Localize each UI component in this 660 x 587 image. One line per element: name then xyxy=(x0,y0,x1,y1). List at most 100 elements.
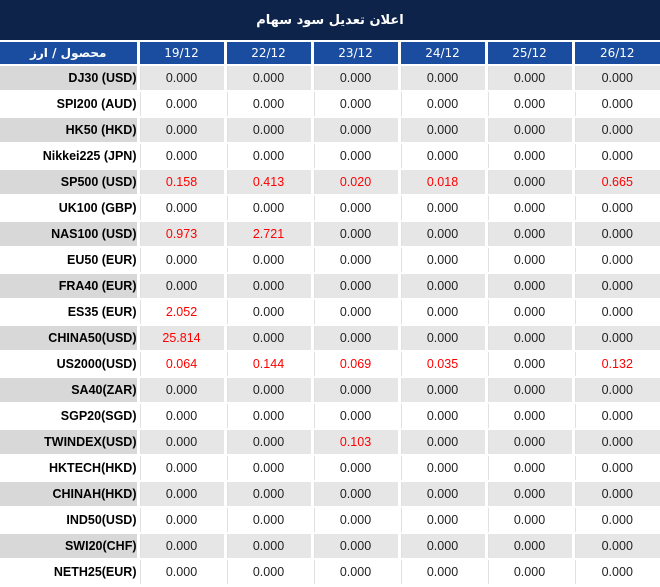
dividend-value: 0.413 xyxy=(223,169,312,196)
dividend-value: 0.000 xyxy=(571,559,660,586)
dividend-value: 0.000 xyxy=(484,351,573,378)
dividend-value: 0.000 xyxy=(223,429,312,456)
dividend-value: 0.000 xyxy=(571,221,660,248)
column-header-date-3: 23/12 xyxy=(310,42,399,66)
table-row: SWI20(CHF) 0.000 0.000 0.000 0.000 0.000 0.000 xyxy=(0,533,660,560)
dividend-value: 0.000 xyxy=(571,507,660,534)
dividend-value: 0.000 xyxy=(484,117,573,144)
dividend-value: 0.000 xyxy=(571,143,660,170)
dividend-value: 0.973 xyxy=(136,221,225,248)
dividend-value: 0.000 xyxy=(310,507,399,534)
dividend-value: 0.000 xyxy=(397,299,486,326)
dividend-value: 0.000 xyxy=(136,481,225,508)
dividend-value: 0.000 xyxy=(484,299,573,326)
column-header-date-5: 25/12 xyxy=(484,42,573,66)
dividend-value: 0.000 xyxy=(136,65,225,92)
dividend-value: 0.132 xyxy=(571,351,660,378)
dividend-value: 0.000 xyxy=(136,455,225,482)
dividend-value: 0.000 xyxy=(484,65,573,92)
dividend-value: 0.000 xyxy=(310,559,399,586)
instrument-label: CHINAH(HKD) xyxy=(0,481,138,508)
dividend-value: 0.035 xyxy=(397,351,486,378)
dividend-value: 0.000 xyxy=(310,143,399,170)
dividend-value: 0.000 xyxy=(310,325,399,352)
table-row: UK100 (GBP) 0.000 0.000 0.000 0.000 0.000 0.00… xyxy=(0,195,660,222)
instrument-label: NAS100 (USD) xyxy=(0,221,138,248)
dividend-value: 0.000 xyxy=(136,533,225,560)
column-header-date-4: 24/12 xyxy=(397,42,486,66)
dividend-value: 0.000 xyxy=(397,65,486,92)
table-row: SA40(ZAR) 0.000 0.000 0.000 0.000 0.000 0.000 xyxy=(0,377,660,404)
dividend-value: 0.000 xyxy=(223,455,312,482)
dividend-value: 0.018 xyxy=(397,169,486,196)
dividend-value: 0.000 xyxy=(397,507,486,534)
dividend-value: 0.000 xyxy=(136,143,225,170)
column-header-product-currency: محصول / ارز xyxy=(0,42,138,66)
dividend-value: 0.000 xyxy=(136,507,225,534)
dividend-value: 0.000 xyxy=(223,117,312,144)
table-row: SPI200 (AUD) 0.000 0.000 0.000 0.000 0.000 0.0… xyxy=(0,91,660,118)
page-title: اعلان تعديل سود سهام xyxy=(0,0,660,42)
dividend-value: 0.000 xyxy=(223,403,312,430)
dividend-value: 0.000 xyxy=(136,117,225,144)
dividend-value: 0.000 xyxy=(136,195,225,222)
instrument-label: UK100 (GBP) xyxy=(0,195,138,222)
dividend-value: 0.000 xyxy=(397,533,486,560)
dividend-value: 0.000 xyxy=(397,273,486,300)
table-row: CHINA50(USD) 25.814 0.000 0.000 0.000 0.000 0.… xyxy=(0,325,660,352)
instrument-label: SP500 (USD) xyxy=(0,169,138,196)
instrument-label: HK50 (HKD) xyxy=(0,117,138,144)
dividend-value: 0.000 xyxy=(310,481,399,508)
column-header-date-2: 22/12 xyxy=(223,42,312,66)
instrument-label: CHINA50(USD) xyxy=(0,325,138,352)
dividend-value: 0.665 xyxy=(571,169,660,196)
instrument-label: IND50(USD) xyxy=(0,507,138,534)
dividend-value: 0.000 xyxy=(310,377,399,404)
dividend-value: 0.000 xyxy=(397,247,486,274)
instrument-label: DJ30 (USD) xyxy=(0,65,138,92)
dividend-value: 0.000 xyxy=(310,195,399,222)
table-header-row: محصول / ارز 19/12 22/12 23/12 24/12 25/1… xyxy=(0,42,660,66)
dividend-value: 0.000 xyxy=(223,273,312,300)
instrument-label: Nikkei225 (JPN) xyxy=(0,143,138,170)
table-row: Nikkei225 (JPN) 0.000 0.000 0.000 0.000 0.000… xyxy=(0,143,660,170)
instrument-label: TWINDEX(USD) xyxy=(0,429,138,456)
dividend-value: 0.000 xyxy=(310,299,399,326)
dividend-value: 0.000 xyxy=(484,169,573,196)
dividend-value: 0.103 xyxy=(310,429,399,456)
dividend-value: 0.000 xyxy=(136,91,225,118)
table-row: SP500 (USD) 0.158 0.413 0.020 0.018 0.000 0.66… xyxy=(0,169,660,196)
dividend-value: 0.000 xyxy=(397,377,486,404)
dividend-value: 0.000 xyxy=(310,455,399,482)
dividend-value: 0.000 xyxy=(484,481,573,508)
dividend-value: 0.000 xyxy=(223,65,312,92)
dividend-value: 0.000 xyxy=(571,299,660,326)
dividend-value: 0.000 xyxy=(136,403,225,430)
dividend-value: 0.000 xyxy=(397,195,486,222)
dividend-value: 0.000 xyxy=(223,299,312,326)
dividend-value: 0.000 xyxy=(571,273,660,300)
dividend-value: 0.000 xyxy=(223,247,312,274)
dividend-value: 0.000 xyxy=(310,247,399,274)
dividend-value: 0.000 xyxy=(571,91,660,118)
instrument-label: US2000(USD) xyxy=(0,351,138,378)
table-row: US2000(USD) 0.064 0.144 0.069 0.035 0.000 0.13… xyxy=(0,351,660,378)
dividend-value: 0.000 xyxy=(571,455,660,482)
dividend-value: 0.000 xyxy=(484,403,573,430)
dividend-value: 0.000 xyxy=(310,117,399,144)
column-header-date-1: 19/12 xyxy=(136,42,225,66)
dividend-value: 0.000 xyxy=(397,91,486,118)
dividend-value: 0.000 xyxy=(136,273,225,300)
dividend-value: 0.000 xyxy=(484,221,573,248)
dividend-value: 0.000 xyxy=(484,507,573,534)
dividend-value: 0.000 xyxy=(397,325,486,352)
dividend-value: 0.000 xyxy=(397,481,486,508)
dividend-value: 0.000 xyxy=(484,429,573,456)
dividend-value: 0.000 xyxy=(484,143,573,170)
dividend-value: 0.000 xyxy=(484,195,573,222)
dividend-value: 2.052 xyxy=(136,299,225,326)
dividend-value: 0.000 xyxy=(397,143,486,170)
dividend-value: 0.000 xyxy=(310,533,399,560)
dividend-value: 0.000 xyxy=(484,247,573,274)
